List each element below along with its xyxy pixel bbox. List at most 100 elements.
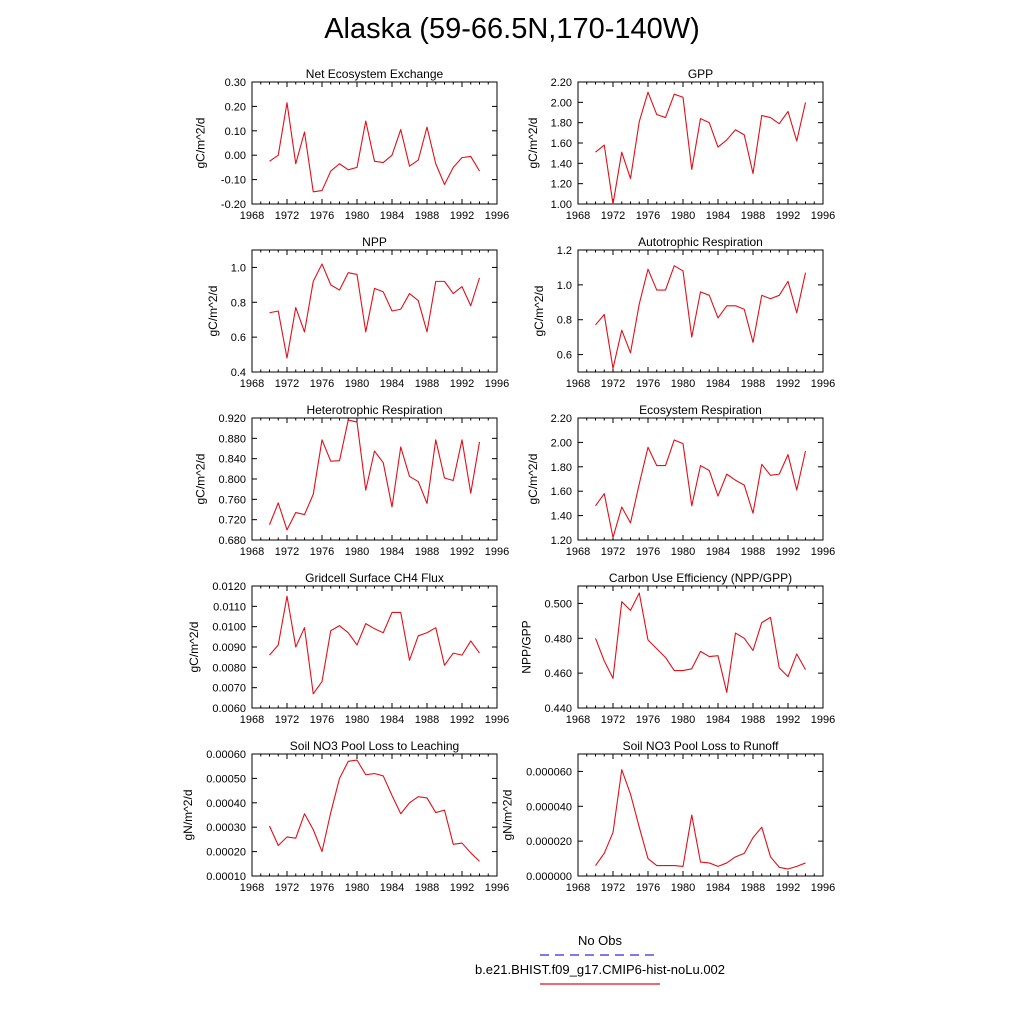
x-tick-label: 1996 <box>811 882 835 894</box>
y-tick-label: 0.30 <box>225 77 246 89</box>
y-tick-label: 0.6 <box>231 332 246 344</box>
chart-panel: Soil NO3 Pool Loss to Leaching 1968 1972 19… <box>181 739 509 894</box>
x-tick-label: 1972 <box>275 882 299 894</box>
y-tick-label: 1.0 <box>231 262 246 274</box>
panel-title: Soil NO3 Pool Loss to Leaching <box>290 739 459 753</box>
y-tick-label: 1.20 <box>551 179 572 191</box>
panel-title: NPP <box>362 235 387 249</box>
x-tick-label: 1968 <box>566 714 590 726</box>
y-tick-label: 0.00030 <box>206 822 246 834</box>
x-tick-label: 1976 <box>310 714 334 726</box>
x-tick-label: 1972 <box>601 210 625 222</box>
x-tick-label: 1992 <box>450 714 474 726</box>
x-tick-label: 1988 <box>741 882 765 894</box>
plot-frame <box>251 417 498 541</box>
chart-panel: GPP 1968 1972 1976 1980 1984 1988 1992 1996 1.00 1… <box>526 67 835 222</box>
y-tick-label: 0.0060 <box>212 703 246 715</box>
x-tick-label: 1988 <box>415 378 439 390</box>
x-tick-label: 1972 <box>275 714 299 726</box>
x-tick-label: 1968 <box>240 210 264 222</box>
y-tick-label: 0.4 <box>231 367 246 379</box>
legend-label-model-run: b.e21.BHIST.f09_g17.CMIP6-hist-noLu.002 <box>475 962 725 977</box>
x-tick-label: 1968 <box>240 882 264 894</box>
y-tick-label: 2.20 <box>551 413 572 425</box>
x-tick-label: 1972 <box>275 210 299 222</box>
panel-title: GPP <box>688 67 713 81</box>
y-tick-label: 0.0070 <box>212 683 246 695</box>
x-tick-label: 1992 <box>776 210 800 222</box>
panel-title: Autotrophic Respiration <box>638 235 763 249</box>
series-line <box>269 595 480 695</box>
x-tick-label: 1984 <box>380 378 404 390</box>
legend-label-no-obs: No Obs <box>578 933 623 948</box>
x-tick-label: 1984 <box>706 210 730 222</box>
x-tick-label: 1976 <box>310 882 334 894</box>
x-tick-label: 1980 <box>671 210 695 222</box>
series-line <box>594 592 806 693</box>
x-tick-label: 1980 <box>671 714 695 726</box>
x-tick-label: 1980 <box>671 882 695 894</box>
y-axis-label: gC/m^2/d <box>206 286 220 337</box>
y-tick-label: 1.80 <box>551 462 572 474</box>
y-tick-label: -0.20 <box>221 199 246 211</box>
x-tick-label: 1984 <box>706 882 730 894</box>
chart-panel: Heterotrophic Respiration 1968 1972 1976 198… <box>194 403 510 558</box>
y-axis-label: gC/m^2/d <box>526 118 540 169</box>
x-tick-label: 1972 <box>275 546 299 558</box>
y-tick-label: 0.800 <box>218 474 246 486</box>
x-tick-label: 1996 <box>811 714 835 726</box>
x-tick-label: 1996 <box>485 210 509 222</box>
y-tick-label: 0.00 <box>225 150 246 162</box>
x-tick-label: 1992 <box>450 546 474 558</box>
x-tick-label: 1968 <box>566 546 590 558</box>
x-tick-label: 1988 <box>415 714 439 726</box>
y-tick-label: 0.0090 <box>212 642 246 654</box>
series-line <box>595 265 807 370</box>
series-line <box>595 769 806 870</box>
x-tick-label: 1984 <box>380 546 404 558</box>
x-tick-label: 1972 <box>601 714 625 726</box>
y-tick-label: 1.60 <box>551 138 572 150</box>
y-tick-label: 0.0120 <box>212 581 246 593</box>
y-tick-label: 0.00060 <box>206 749 246 761</box>
x-tick-label: 1968 <box>566 378 590 390</box>
y-tick-label: 0.000020 <box>526 836 572 848</box>
y-tick-label: 0.8 <box>557 315 572 327</box>
y-axis-label: gN/m^2/d <box>501 790 515 841</box>
chart-panel: Ecosystem Respiration 1968 1972 1976 1980 198… <box>526 403 835 558</box>
y-tick-label: 0.6 <box>557 350 572 362</box>
y-tick-label: 0.000040 <box>526 801 572 813</box>
y-tick-label: 0.760 <box>218 494 246 506</box>
y-axis-label: gC/m^2/d <box>187 622 201 673</box>
figure-title: Alaska (59-66.5N,170-140W) <box>324 13 700 45</box>
x-tick-label: 1984 <box>380 882 404 894</box>
panel-grid: Net Ecosystem Exchange 1968 1972 1976 1980 19… <box>181 67 835 894</box>
x-tick-label: 1996 <box>485 882 509 894</box>
panel-title: Carbon Use Efficiency (NPP/GPP) <box>609 571 792 585</box>
y-tick-label: 1.80 <box>551 118 572 130</box>
y-tick-label: 0.500 <box>544 598 572 610</box>
y-tick-label: 0.720 <box>218 515 246 527</box>
x-tick-label: 1988 <box>741 378 765 390</box>
y-axis-label: gN/m^2/d <box>181 790 195 841</box>
chart-panel: Soil NO3 Pool Loss to Runoff 1968 1972 1976… <box>501 739 836 894</box>
x-tick-label: 1984 <box>706 378 730 390</box>
plot-frame <box>251 753 498 877</box>
x-tick-label: 1980 <box>345 546 369 558</box>
x-tick-label: 1992 <box>776 378 800 390</box>
y-tick-label: 0.460 <box>544 668 572 680</box>
y-tick-label: 0.840 <box>218 454 246 466</box>
plot-frame <box>577 249 824 373</box>
x-tick-label: 1984 <box>706 546 730 558</box>
x-tick-label: 1976 <box>636 378 660 390</box>
y-tick-label: 0.00010 <box>206 871 246 883</box>
y-tick-label: 0.00040 <box>206 798 246 810</box>
plot-frame <box>577 81 824 205</box>
y-tick-label: 0.20 <box>225 101 246 113</box>
x-tick-label: 1988 <box>741 714 765 726</box>
x-tick-label: 1996 <box>485 378 509 390</box>
plot-frame <box>251 249 498 373</box>
y-tick-label: 0.920 <box>218 413 246 425</box>
plot-frame <box>577 417 824 541</box>
